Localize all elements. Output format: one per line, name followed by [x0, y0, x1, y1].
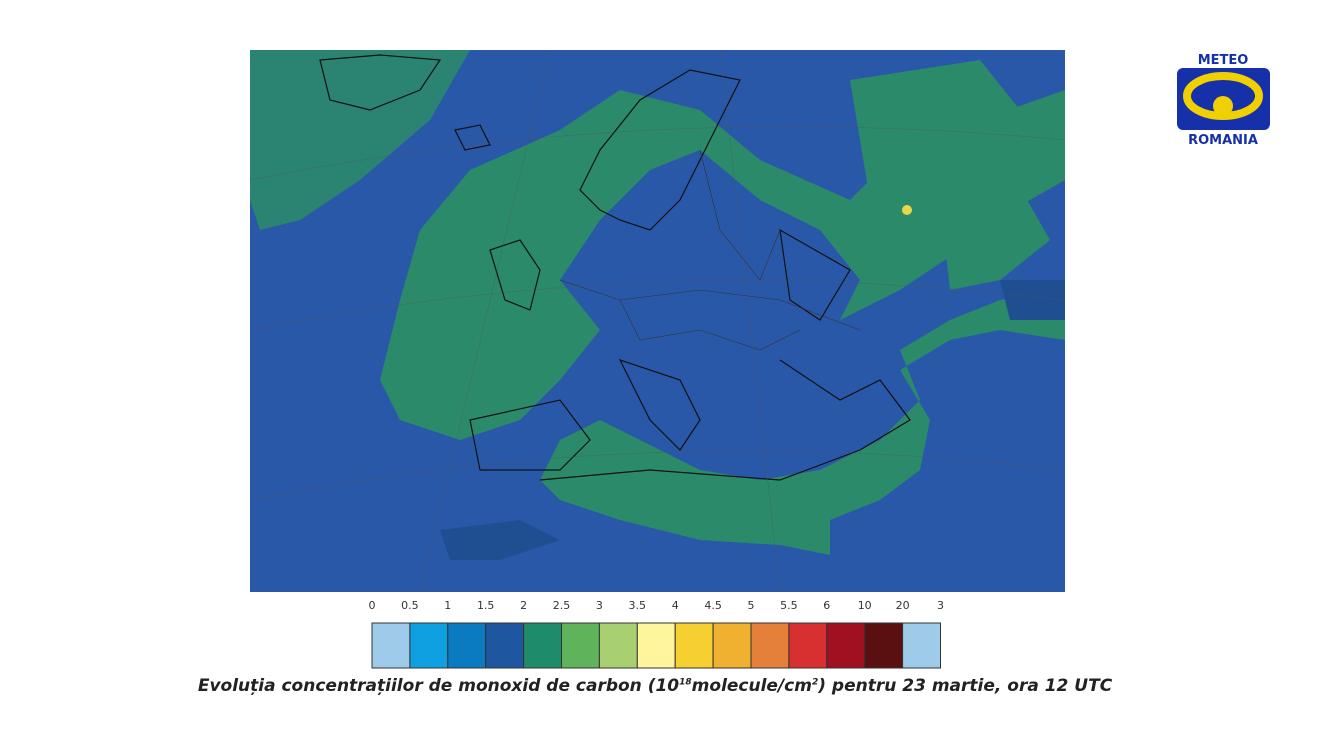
colorbar-label: 10 — [858, 599, 872, 612]
caption-sup: 18 — [679, 677, 692, 688]
colorbar-box — [561, 622, 600, 669]
colorbar-box — [598, 622, 638, 669]
logo-dot — [1213, 96, 1233, 116]
co-concentration-areas — [250, 50, 1065, 555]
colorbar-label: 4 — [672, 599, 679, 612]
hotspot — [902, 205, 912, 215]
caption-text: Evoluția concentrațiilor de monoxid de c… — [197, 676, 680, 696]
colorbar-label: 20 — [896, 599, 910, 612]
colorbar-box — [902, 622, 941, 669]
caption-sup: 2 — [811, 677, 819, 688]
colorbar-box — [788, 622, 828, 669]
colorbar-label: 1 — [444, 599, 451, 612]
colorbar-box — [409, 622, 449, 669]
colorbar-box — [750, 622, 790, 669]
colorbar-label: 4.5 — [704, 599, 722, 612]
colorbar-label: 2.5 — [553, 599, 571, 612]
colorbar-box — [674, 622, 714, 669]
caption: Evoluția concentrațiilor de monoxid de c… — [0, 676, 1310, 696]
colorbar-box — [826, 622, 866, 669]
colorbar-label: 3.5 — [629, 599, 647, 612]
colorbar-label: 0 — [369, 599, 376, 612]
colorbar-box — [485, 622, 525, 669]
caption-text: ) pentru 23 martie, ora 12 UTC — [818, 676, 1113, 696]
graticule — [249, 49, 1066, 593]
colorbar-label: 3 — [937, 599, 944, 612]
colorbar-box — [864, 622, 904, 669]
colorbar-box — [636, 622, 676, 669]
caption-text: molecule/cm — [691, 676, 812, 696]
logo-top: METEO — [1198, 53, 1249, 68]
logo: METEO ROMANIA — [1177, 53, 1270, 148]
colorbar-label: 5 — [748, 599, 755, 612]
colorbar-label: 2 — [520, 599, 527, 612]
colorbar-label: 5.5 — [780, 599, 798, 612]
coastlines — [319, 54, 911, 481]
colorbar-box — [447, 622, 487, 669]
logo-bottom: ROMANIA — [1188, 133, 1258, 148]
colorbar-box — [523, 622, 562, 669]
borders — [559, 149, 861, 351]
colorbar-box — [371, 622, 411, 669]
colorbar-label: 1.5 — [477, 599, 495, 612]
colorbar-label: 0.5 — [401, 599, 419, 612]
colorbar-label: 3 — [596, 599, 603, 612]
colorbar-label: 6 — [823, 599, 830, 612]
low-areas — [440, 280, 1065, 560]
colorbar-box — [712, 622, 752, 669]
